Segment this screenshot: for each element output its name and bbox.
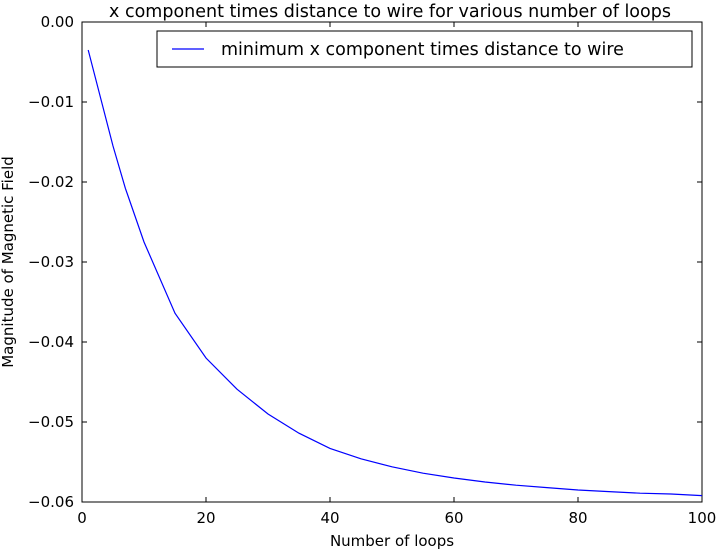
legend: minimum x component times distance to wi… bbox=[156, 30, 693, 68]
y-tick-label: −0.02 bbox=[28, 173, 74, 191]
x-tick-label: 0 bbox=[77, 509, 87, 527]
x-axis-label: Number of loops bbox=[330, 532, 454, 550]
x-tick-label: 80 bbox=[568, 509, 587, 527]
chart-title: x component times distance to wire for v… bbox=[109, 2, 671, 22]
y-tick-label: −0.01 bbox=[28, 93, 74, 111]
plot-frame bbox=[81, 21, 703, 503]
y-tick-label: −0.06 bbox=[28, 493, 74, 511]
legend-label: minimum x component times distance to wi… bbox=[221, 40, 624, 60]
x-tick-label: 20 bbox=[196, 509, 215, 527]
y-axis-label: Magnitude of Magnetic Field bbox=[0, 156, 17, 368]
legend-box bbox=[156, 30, 693, 68]
y-tick-label: 0.00 bbox=[41, 13, 74, 31]
x-tick-label: 100 bbox=[688, 509, 717, 527]
y-tick-label: −0.03 bbox=[28, 253, 74, 271]
x-tick-label: 40 bbox=[320, 509, 339, 527]
plot-area bbox=[81, 21, 703, 503]
y-tick-label: −0.05 bbox=[28, 413, 74, 431]
y-tick-label: −0.04 bbox=[28, 333, 74, 351]
x-tick-label: 60 bbox=[444, 509, 463, 527]
y-axis: 0.00 −0.01 −0.02 −0.03 −0.04 −0.05 −0.06 bbox=[28, 13, 702, 511]
x-axis: 0 20 40 60 80 100 bbox=[77, 22, 716, 527]
series-line bbox=[87, 49, 703, 497]
